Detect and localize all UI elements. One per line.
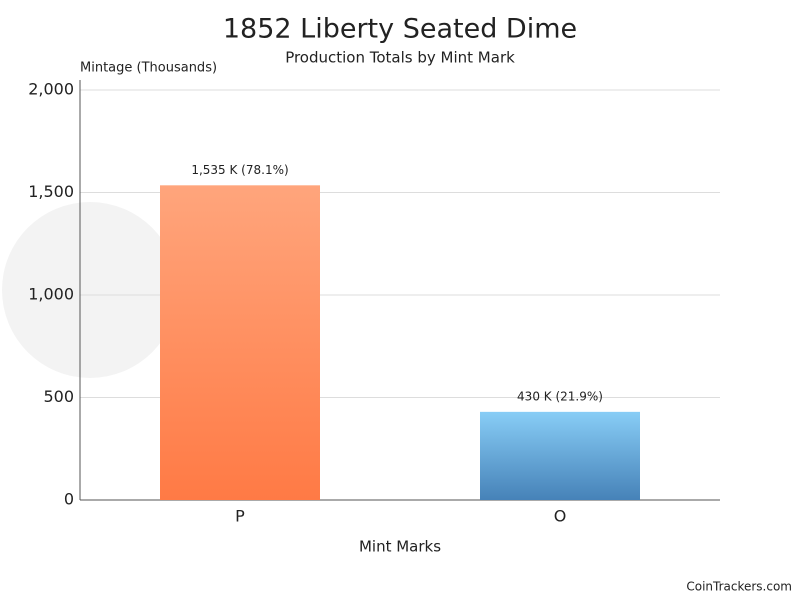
credit: CoinTrackers.com <box>686 580 792 594</box>
x-tick-label: P <box>235 507 245 526</box>
y-tick-label: 2,000 <box>28 80 74 99</box>
y-tick-label: 1,000 <box>28 285 74 304</box>
y-tick-label: 500 <box>43 387 74 406</box>
x-tick-label: O <box>554 507 567 526</box>
data-label: 1,535 K (78.1%) <box>191 163 288 177</box>
y-tick-label: 0 <box>64 490 74 509</box>
chart-title: 1852 Liberty Seated Dime <box>223 14 577 45</box>
bar <box>160 185 320 500</box>
x-axis-title: Mint Marks <box>359 538 441 556</box>
bar <box>480 412 640 500</box>
chart-subtitle: Production Totals by Mint Mark <box>285 49 515 67</box>
y-tick-label: 1,500 <box>28 182 74 201</box>
data-label: 430 K (21.9%) <box>517 389 603 403</box>
y-axis-title: Mintage (Thousands) <box>80 61 217 76</box>
